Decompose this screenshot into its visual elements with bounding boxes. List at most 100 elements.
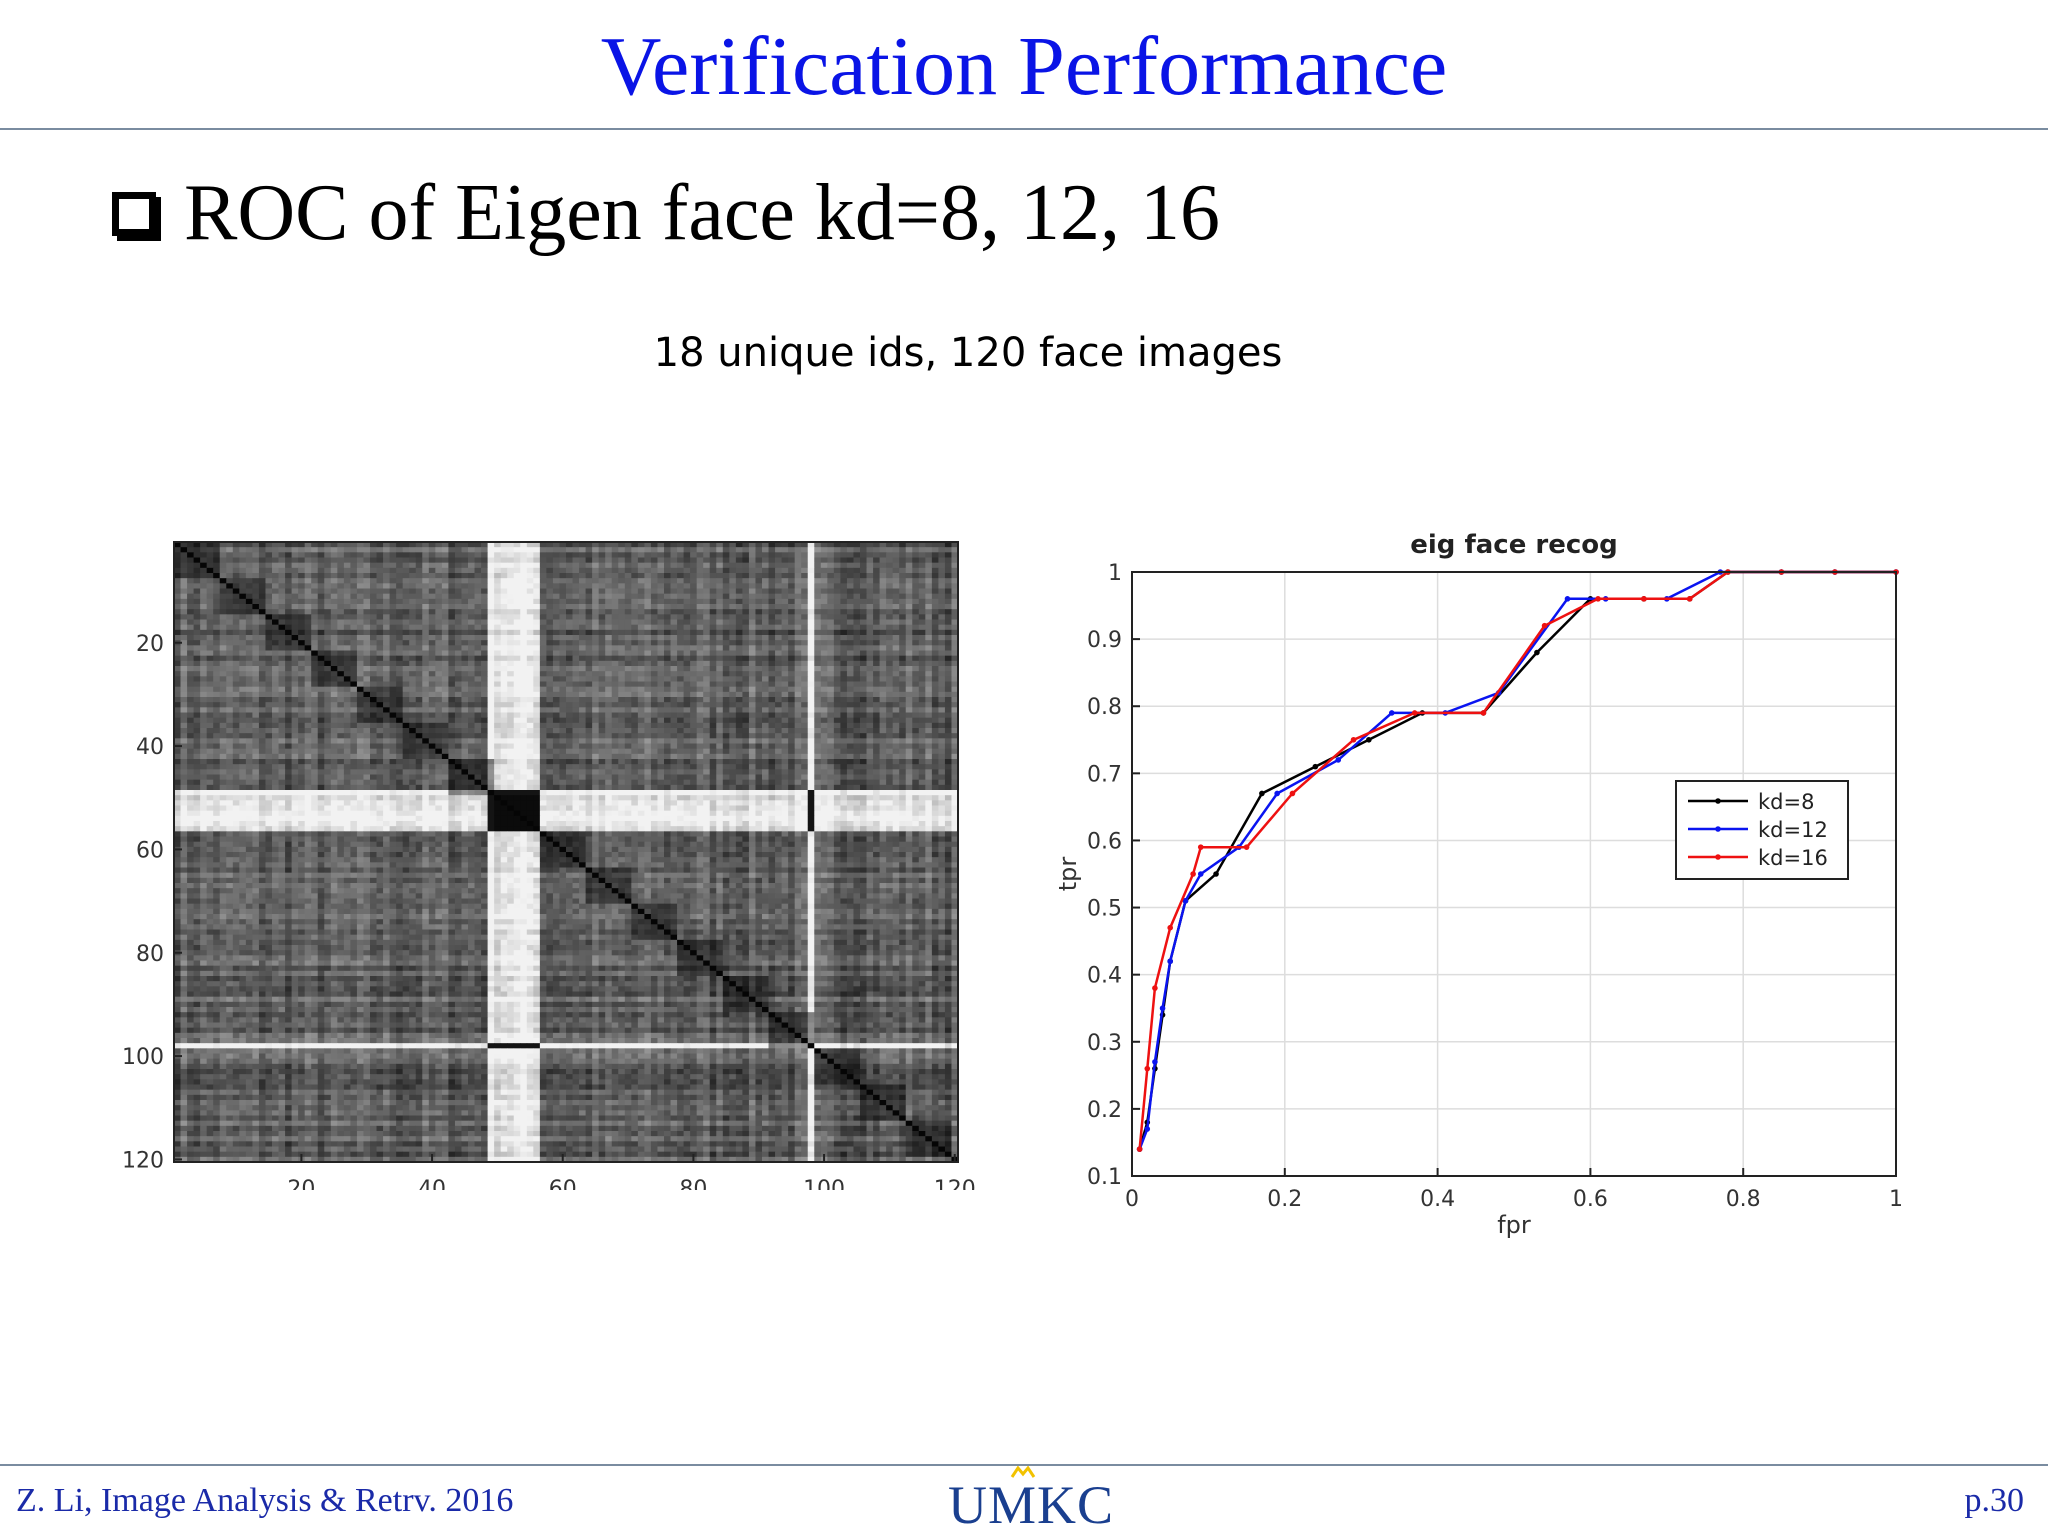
heatmap-cell bbox=[363, 707, 371, 713]
heatmap-cell bbox=[611, 717, 619, 724]
heatmap-cell bbox=[304, 557, 312, 564]
heatmap-cell bbox=[291, 686, 299, 693]
heatmap-cell bbox=[762, 640, 769, 646]
heatmap-cell bbox=[507, 666, 515, 672]
heatmap-cell bbox=[670, 614, 678, 620]
heatmap-cell bbox=[631, 593, 639, 600]
heatmap-cell bbox=[879, 619, 887, 626]
heatmap-cell bbox=[265, 712, 273, 719]
heatmap-cells bbox=[174, 542, 959, 1163]
heatmap-cell bbox=[383, 619, 390, 626]
heatmap-cell bbox=[193, 640, 201, 646]
heatmap-cell bbox=[664, 614, 671, 620]
heatmap-cell bbox=[428, 593, 436, 600]
heatmap-cell bbox=[200, 598, 208, 605]
heatmap-cell bbox=[526, 588, 534, 595]
heatmap-cell bbox=[801, 733, 809, 739]
heatmap-cell bbox=[775, 660, 782, 667]
heatmap-cell bbox=[631, 753, 639, 760]
heatmap-cell bbox=[487, 728, 495, 734]
heatmap-cell bbox=[755, 542, 763, 548]
heatmap-cell bbox=[363, 753, 371, 760]
heatmap-cell bbox=[311, 676, 319, 682]
heatmap-cell bbox=[598, 702, 606, 708]
heatmap-cell bbox=[677, 681, 684, 688]
heatmap-cell bbox=[311, 655, 319, 662]
heatmap-cell bbox=[252, 686, 260, 693]
heatmap-cell bbox=[944, 645, 952, 651]
heatmap-cell bbox=[546, 686, 554, 693]
heatmap-cell bbox=[931, 640, 939, 646]
heatmap-cell bbox=[533, 578, 541, 584]
heatmap-cell bbox=[722, 552, 730, 558]
heatmap-cell bbox=[389, 567, 397, 574]
heatmap-cell bbox=[951, 562, 959, 569]
heatmap-cell bbox=[298, 748, 306, 755]
heatmap-cell bbox=[644, 547, 652, 553]
heatmap-cell bbox=[637, 578, 645, 584]
heatmap-cell bbox=[735, 666, 743, 672]
heatmap-cell bbox=[363, 567, 371, 574]
heatmap-cell bbox=[311, 604, 319, 610]
heatmap-cell bbox=[520, 614, 528, 620]
heatmap-cell bbox=[631, 681, 639, 688]
heatmap-cell bbox=[762, 614, 769, 620]
heatmap-cell bbox=[735, 645, 743, 651]
heatmap-cell bbox=[200, 753, 208, 760]
heatmap-cell bbox=[879, 707, 887, 713]
heatmap-cell bbox=[579, 609, 586, 615]
heatmap-cell bbox=[193, 573, 201, 579]
heatmap-cell bbox=[494, 562, 502, 569]
heatmap-cell bbox=[363, 676, 371, 682]
heatmap-cell bbox=[742, 552, 750, 558]
heatmap-cell bbox=[755, 671, 763, 677]
heatmap-cell bbox=[513, 738, 521, 744]
heatmap-cell bbox=[938, 697, 946, 703]
heatmap-cell bbox=[951, 588, 959, 595]
heatmap-cell bbox=[409, 712, 417, 719]
heatmap-cell bbox=[520, 557, 528, 564]
heatmap-cell bbox=[696, 743, 704, 750]
heatmap-cell bbox=[513, 624, 521, 631]
heatmap-cell bbox=[938, 624, 946, 631]
heatmap-cell bbox=[337, 629, 345, 636]
heatmap-cell bbox=[330, 542, 338, 548]
heatmap-cell bbox=[474, 562, 482, 569]
heatmap-cell bbox=[677, 578, 684, 584]
heatmap-cell bbox=[258, 702, 266, 708]
heatmap-cell bbox=[716, 629, 724, 636]
heatmap-cell bbox=[513, 604, 521, 610]
heatmap-cell bbox=[592, 676, 600, 682]
heatmap-cell bbox=[735, 604, 743, 610]
heatmap-cell bbox=[683, 619, 691, 626]
heatmap-cell bbox=[846, 702, 854, 708]
heatmap-cell bbox=[376, 557, 384, 564]
heatmap-cell bbox=[285, 614, 292, 620]
heatmap-cell bbox=[677, 748, 684, 755]
heatmap-cell bbox=[605, 707, 613, 713]
heatmap-cell bbox=[644, 748, 652, 755]
heatmap-cell bbox=[350, 619, 358, 626]
heatmap-cell bbox=[219, 562, 227, 569]
heatmap-cell bbox=[213, 676, 221, 682]
heatmap-cell bbox=[252, 691, 260, 698]
heatmap-cell bbox=[291, 676, 299, 682]
heatmap-cell bbox=[618, 743, 626, 750]
heatmap-cell bbox=[755, 640, 763, 646]
heatmap-cell bbox=[918, 619, 926, 626]
heatmap-cell bbox=[788, 567, 796, 574]
heatmap-cell bbox=[180, 717, 188, 724]
heatmap-cell bbox=[481, 671, 488, 677]
heatmap-cell bbox=[174, 645, 181, 651]
heatmap-cell bbox=[840, 583, 848, 589]
heatmap-cell bbox=[592, 681, 600, 688]
heatmap-cell bbox=[187, 753, 194, 760]
heatmap-cell bbox=[951, 635, 959, 641]
heatmap-cell bbox=[245, 733, 253, 739]
heatmap-cell bbox=[899, 645, 907, 651]
heatmap-cell bbox=[272, 604, 279, 610]
heatmap-cell bbox=[853, 681, 861, 688]
heatmap-cell bbox=[827, 671, 835, 677]
heatmap-cell bbox=[801, 629, 809, 636]
heatmap-cell bbox=[507, 738, 515, 744]
